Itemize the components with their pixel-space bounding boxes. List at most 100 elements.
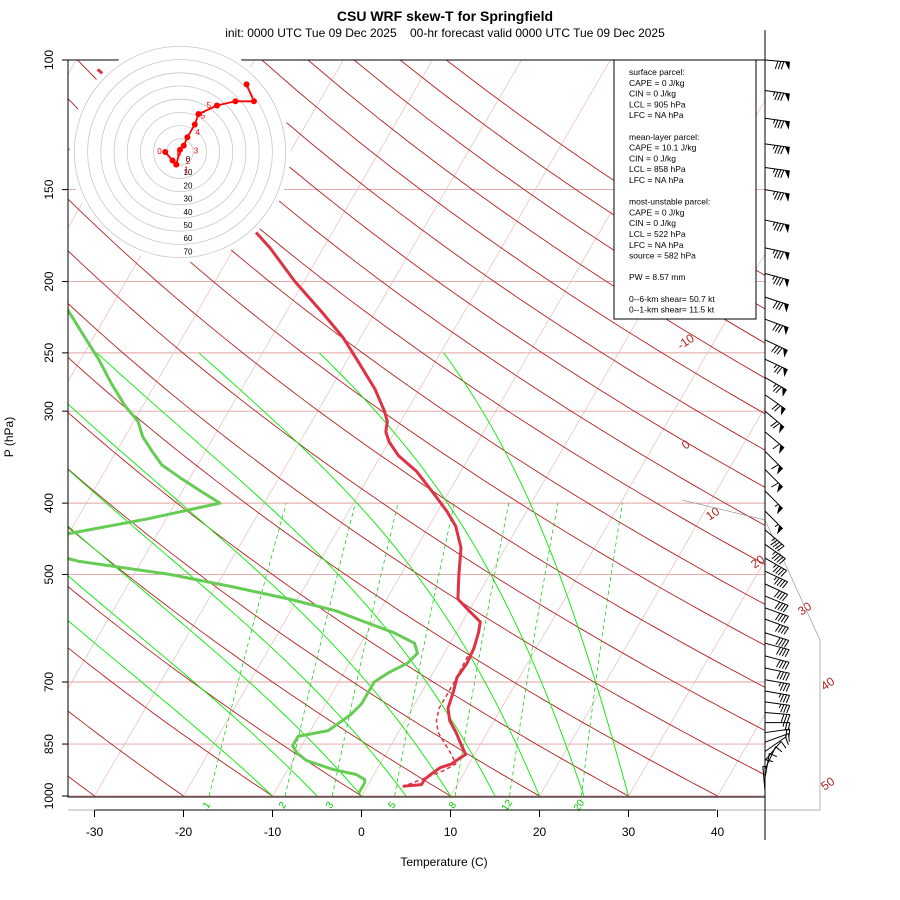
barb-half — [782, 722, 785, 727]
barb-half — [772, 275, 776, 280]
barb-shaft — [764, 690, 790, 696]
barb-full — [769, 752, 778, 758]
barb-shaft — [764, 607, 789, 617]
x-tick-label: 10 — [444, 825, 458, 839]
barb-full — [784, 649, 790, 658]
hodograph-point — [162, 149, 169, 155]
isotherm-label: -10 — [675, 331, 698, 353]
barb-full — [779, 694, 785, 703]
barb-flag — [777, 505, 783, 515]
mixing-ratio-line — [208, 503, 287, 797]
barb-flag — [783, 326, 789, 336]
wind-barb — [764, 701, 791, 714]
barb-full — [777, 145, 782, 154]
barb-full — [772, 541, 780, 548]
wind-barb — [764, 655, 790, 670]
dry-adiabat — [68, 647, 273, 797]
barb-flag — [784, 252, 790, 261]
barb-full — [776, 366, 783, 374]
barb-full — [773, 276, 778, 285]
wind-barb — [764, 490, 784, 515]
hodograph-ring-label: 40 — [184, 208, 193, 217]
barb-full — [772, 385, 780, 392]
hodograph-point — [184, 134, 191, 141]
wind-barb — [764, 59, 790, 71]
barb-full — [772, 565, 780, 573]
mixing-ratio-label: 2 — [277, 800, 289, 811]
y-axis-title: P (hPa) — [2, 417, 16, 457]
barb-full — [787, 733, 790, 742]
x-tick-label: -20 — [175, 825, 193, 839]
info-box-line: CAPE = 0 J/kg — [629, 78, 685, 88]
wind-barb — [764, 759, 774, 785]
mixing-ratio-label: 3 — [324, 800, 336, 811]
barb-full — [776, 578, 783, 586]
wind-barb — [764, 469, 784, 493]
barb-full — [780, 615, 787, 623]
hodograph-height-label: 2 — [186, 157, 191, 166]
barb-full — [780, 61, 785, 70]
barb-full — [785, 695, 791, 704]
moist-adiabat — [68, 575, 318, 797]
wind-barb — [764, 117, 790, 130]
isotherm-label: 40 — [818, 674, 837, 693]
barb-full — [777, 602, 784, 611]
hodograph-height-label: 5 — [201, 112, 206, 121]
barb-full — [779, 682, 785, 691]
dry-adiabat — [215, 60, 765, 451]
barb-full — [779, 671, 785, 680]
hodograph-height-label: 5 — [206, 101, 211, 110]
barb-half — [772, 119, 776, 124]
barb-full — [777, 92, 782, 101]
barb-full — [778, 638, 784, 646]
mixing-ratio-line — [331, 503, 399, 797]
barb-full — [782, 605, 789, 613]
wind-barb — [764, 296, 789, 313]
mixing-ratio-line — [454, 503, 510, 797]
info-box-line: 0--6-km shear= 50.7 kt — [629, 294, 715, 304]
barb-full — [782, 581, 789, 589]
wind-barbs — [762, 59, 791, 792]
info-box-line: mean-layer parcel: — [629, 132, 699, 142]
barb-full — [774, 554, 781, 561]
hodograph-ring — [113, 85, 247, 219]
x-tick-label: 30 — [622, 825, 636, 839]
barb-full — [778, 558, 786, 565]
barb-shaft — [762, 766, 766, 792]
barb-full — [772, 300, 778, 309]
barb-full — [780, 170, 785, 179]
chart-subtitle: init: 0000 UTC Tue 09 Dec 2025 00-hr for… — [225, 26, 665, 40]
y-tick-label: 500 — [42, 564, 56, 584]
wind-barb — [764, 667, 790, 681]
wind-barb — [764, 450, 784, 475]
x-tick-label: 0 — [358, 825, 365, 839]
hodograph-ring-label: 30 — [184, 195, 193, 204]
barb-half — [762, 765, 767, 768]
barb-full — [777, 614, 784, 622]
barb-full — [783, 616, 789, 624]
barb-shaft — [764, 736, 786, 752]
barb-shaft — [764, 431, 785, 449]
x-tick-label: -10 — [264, 825, 282, 839]
x-tick-label: 20 — [533, 825, 547, 839]
isotherm-line — [94, 60, 522, 797]
barb-half — [774, 503, 779, 507]
hodograph-point — [195, 110, 202, 117]
barb-full — [779, 592, 786, 600]
info-box-line: LFC = NA hPa — [629, 175, 684, 185]
barb-full — [773, 222, 779, 231]
barb-half — [778, 693, 782, 698]
dry-adiabat — [307, 60, 765, 379]
wind-barb — [764, 736, 789, 752]
barb-flag — [782, 387, 787, 397]
barb-full — [782, 672, 787, 681]
barb-half — [773, 364, 778, 369]
barb-full — [786, 714, 791, 723]
barb-half — [772, 221, 776, 227]
dry-adiabat — [68, 198, 765, 688]
hodograph-ring-label: 70 — [184, 247, 193, 256]
barb-half — [772, 168, 776, 173]
barb-full — [776, 277, 781, 286]
wind-barb — [764, 529, 785, 552]
barb-full — [775, 567, 782, 574]
